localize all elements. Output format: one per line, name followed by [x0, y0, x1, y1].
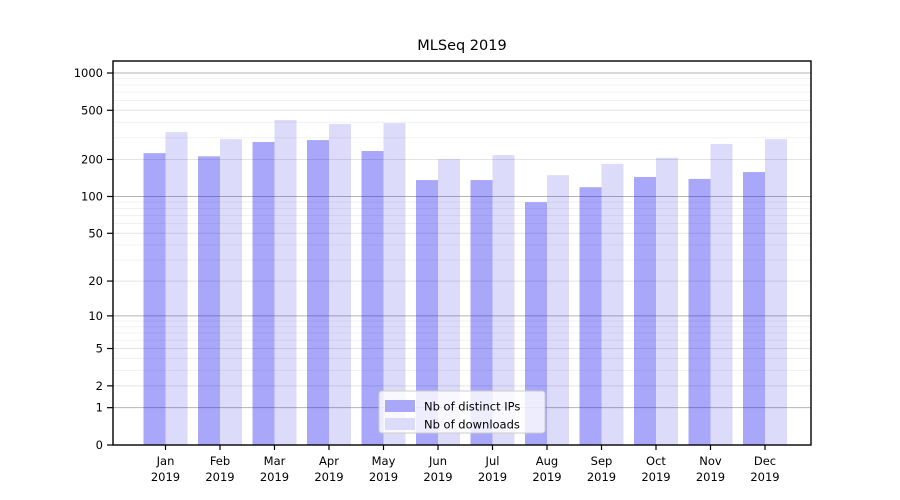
gridlines	[113, 72, 811, 409]
x-tick-label-month: Jun	[428, 454, 447, 468]
bar-apr-downloads	[329, 123, 351, 446]
x-tick-label-year: 2019	[369, 470, 398, 484]
bar-dec-downloads	[765, 139, 787, 446]
legend-swatch-distinct-ips	[385, 400, 415, 412]
bar-jul-distinct-ips	[470, 180, 493, 446]
bar-aug-downloads	[547, 175, 569, 445]
x-tick-label-month: Apr	[319, 454, 339, 468]
y-tick-label: 1000	[74, 66, 103, 80]
y-tick-label: 50	[88, 226, 103, 240]
bar-may-downloads	[383, 123, 406, 445]
bar-nov-distinct-ips	[688, 178, 711, 445]
bar-jan-distinct-ips	[143, 153, 166, 445]
bar-feb-distinct-ips	[198, 156, 220, 445]
bar-jan-downloads	[165, 132, 188, 445]
bar-sep-distinct-ips	[579, 187, 602, 446]
legend-label-downloads: Nb of downloads	[424, 418, 520, 432]
bar-jun-downloads	[438, 159, 460, 445]
x-tick-label-month: Aug	[536, 454, 558, 468]
bar-mar-downloads	[274, 120, 297, 445]
bar-nov-downloads	[710, 143, 733, 446]
x-tick-label-year: 2019	[151, 470, 180, 484]
x-tick-label-month: Oct	[646, 454, 666, 468]
y-tick-label: 0	[96, 438, 103, 452]
chart-title: MLSeq 2019	[417, 38, 506, 54]
x-tick-label-year: 2019	[750, 470, 779, 484]
legend: Nb of distinct IPs Nb of downloads	[378, 390, 546, 434]
x-tick-label-year: 2019	[641, 470, 670, 484]
bar-feb-downloads	[220, 139, 242, 446]
y-tick-label: 200	[81, 152, 103, 166]
bar-aug-distinct-ips	[525, 202, 547, 445]
bar-jun-distinct-ips	[416, 180, 438, 446]
x-tick-label-year: 2019	[314, 470, 343, 484]
y-tick-label: 10	[88, 309, 103, 323]
bars	[143, 120, 787, 446]
legend-label-distinct-ips: Nb of distinct IPs	[424, 400, 520, 414]
legend-swatch-downloads	[385, 418, 415, 430]
x-tick-label-month: May	[372, 454, 396, 468]
y-tick-label: 20	[88, 274, 103, 288]
y-tick-label: 5	[96, 342, 103, 356]
plot-border	[112, 60, 812, 446]
bar-oct-distinct-ips	[634, 177, 656, 445]
bar-apr-distinct-ips	[307, 140, 329, 445]
x-tick-label-month: Nov	[699, 454, 722, 468]
bar-may-distinct-ips	[361, 151, 384, 445]
y-tick-label: 500	[81, 103, 103, 117]
x-tick-label-year: 2019	[696, 470, 725, 484]
y-tick-label: 1	[96, 401, 103, 415]
x-tick-label-year: 2019	[205, 470, 234, 484]
x-tick-label-month: Sep	[591, 454, 613, 468]
y-tick-label: 100	[81, 190, 103, 204]
x-tick-label-year: 2019	[532, 470, 561, 484]
x-tick-label-month: Jan	[156, 454, 175, 468]
bar-jul-downloads	[492, 155, 515, 445]
x-tick-label-year: 2019	[587, 470, 616, 484]
y-tick-label: 2	[96, 379, 103, 393]
x-tick-label-month: Feb	[210, 454, 230, 468]
x-tick-label-month: Jul	[485, 454, 500, 468]
x-tick-label-month: Dec	[754, 454, 776, 468]
bar-dec-distinct-ips	[743, 172, 765, 445]
x-tick-label-year: 2019	[423, 470, 452, 484]
bar-sep-downloads	[601, 163, 624, 445]
bar-mar-distinct-ips	[252, 141, 275, 445]
legend-box	[378, 390, 546, 434]
bar-oct-downloads	[656, 157, 678, 446]
x-tick-label-year: 2019	[260, 470, 289, 484]
x-tick-label-month: Mar	[264, 454, 286, 468]
x-axis: Jan 2019 Feb 2019 Mar 2019 Apr 2019 May 2019 Jun 20…	[151, 445, 780, 484]
x-tick-label-year: 2019	[478, 470, 507, 484]
